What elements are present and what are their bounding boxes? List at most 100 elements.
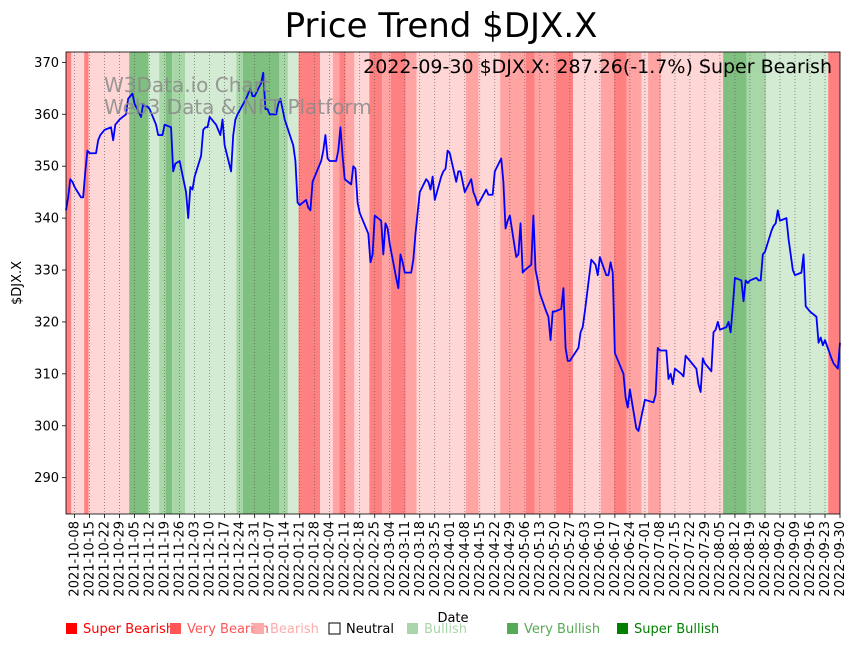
legend-swatch — [407, 623, 418, 634]
regime-band-super-bullish — [165, 52, 173, 514]
legend-swatch — [617, 623, 628, 634]
watermark-line-2: Web3 Data & NFT Platform — [104, 95, 372, 119]
regime-band-bullish — [287, 52, 299, 514]
plot-frame — [65, 51, 841, 515]
x-tick-label: 2021-12-17 — [218, 521, 233, 597]
x-tick-label: 2022-05-20 — [548, 521, 563, 597]
regime-band-super-bullish — [129, 52, 149, 514]
regime-band-super-bullish — [242, 52, 280, 514]
regime-band-very-bearish — [465, 52, 479, 514]
y-tick-label: 320 — [34, 315, 59, 330]
legend-item-bullish: Bullish — [407, 622, 467, 637]
x-tick-label: 2022-02-18 — [353, 521, 368, 597]
y-axis-label: $DJX.X — [10, 261, 25, 305]
legend-label: Very Bearish — [187, 622, 269, 637]
regime-band-very-bearish — [500, 52, 526, 514]
legend: Super Bearish Very Bearish Bearish Neutral B… — [66, 622, 719, 637]
legend-label: Very Bullish — [524, 622, 600, 637]
regime-band-bullish — [766, 52, 829, 514]
price-line — [65, 71, 841, 432]
regime-band-super-bearish — [84, 52, 89, 514]
x-tick-label: 2021-10-15 — [83, 521, 98, 597]
legend-label: Super Bullish — [634, 622, 719, 637]
x-tick-label: 2022-04-29 — [503, 521, 518, 597]
y-tick-label: 360 — [34, 108, 59, 123]
regime-band-super-bearish — [369, 52, 383, 514]
x-tick-label: 2022-04-15 — [473, 521, 488, 597]
x-tick-label: 2021-12-10 — [203, 521, 218, 597]
x-tick-label: 2022-07-15 — [668, 521, 683, 597]
x-tick-label: 2022-08-19 — [743, 521, 758, 597]
regime-band-super-bearish — [555, 52, 574, 514]
x-tick-label: 2022-06-10 — [593, 521, 608, 597]
y-tick-label: 290 — [34, 471, 59, 486]
regime-band-bearish — [71, 52, 85, 514]
legend-item-super-bullish: Super Bullish — [617, 622, 719, 637]
x-tick-label: 2022-09-23 — [818, 521, 833, 597]
y-axis: 290 300 310 320 330 340 350 360 370 — [34, 56, 66, 486]
x-tick-label: 2021-10-08 — [68, 521, 83, 597]
x-tick-label: 2022-01-14 — [278, 521, 293, 597]
regime-band-very-bearish — [345, 52, 355, 514]
legend-swatch — [170, 623, 181, 634]
x-tick-label: 2022-03-11 — [398, 521, 413, 597]
regime-band-bullish — [148, 52, 160, 514]
regime-band-bearish — [416, 52, 466, 514]
x-tick-label: 2022-09-16 — [803, 521, 818, 597]
regime-band-bullish — [184, 52, 237, 514]
legend-swatch — [507, 623, 518, 634]
regime-band-very-bearish — [600, 52, 614, 514]
x-tick-label: 2022-01-07 — [263, 521, 278, 597]
legend-label: Bullish — [424, 622, 467, 637]
x-tick-label: 2022-03-25 — [428, 521, 443, 597]
x-tick-label: 2022-06-03 — [578, 521, 593, 597]
regime-band-very-bearish — [534, 52, 556, 514]
legend-item-neutral: Neutral — [328, 622, 394, 637]
regime-band-bearish — [478, 52, 501, 514]
x-tick-label: 2021-11-05 — [128, 521, 143, 597]
x-tick-label: 2022-06-24 — [623, 521, 638, 597]
x-tick-label: 2022-04-08 — [458, 521, 473, 597]
x-tick-label: 2022-07-08 — [653, 521, 668, 597]
x-tick-label: 2022-06-17 — [608, 521, 623, 597]
watermark-line-1: W3Data.io Chart — [104, 73, 270, 97]
y-tick-label: 310 — [34, 367, 59, 382]
x-tick-label: 2022-07-22 — [683, 521, 698, 597]
x-tick-label: 2021-11-12 — [143, 521, 158, 597]
regime-band-super-bearish — [525, 52, 535, 514]
x-tick-label: 2022-07-29 — [698, 521, 713, 597]
legend-item-very-bullish: Very Bullish — [507, 622, 600, 637]
y-tick-label: 300 — [34, 419, 59, 434]
legend-swatch — [328, 622, 341, 635]
legend-label: Neutral — [346, 622, 394, 637]
x-tick-label: 2022-08-12 — [728, 521, 743, 597]
regime-band-very-bearish — [332, 52, 340, 514]
regime-band-bearish — [678, 52, 724, 514]
regime-band-bearish — [88, 52, 130, 514]
vertical-gridlines — [74, 52, 841, 514]
y-tick-label: 350 — [34, 160, 59, 175]
regime-band-very-bearish — [382, 52, 391, 514]
y-tick-label: 370 — [34, 56, 59, 71]
x-tick-label: 2022-08-26 — [758, 521, 773, 597]
x-tick-label: 2022-05-27 — [563, 521, 578, 597]
x-tick-label: 2021-11-19 — [158, 521, 173, 597]
x-tick-label: 2022-02-11 — [338, 521, 353, 597]
chart-title: Price Trend $DJX.X — [285, 6, 598, 46]
x-tick-label: 2022-05-06 — [518, 521, 533, 597]
regime-band-bearish — [320, 52, 333, 514]
x-tick-label: 2022-03-18 — [413, 521, 428, 597]
x-tick-label: 2022-02-25 — [368, 521, 383, 597]
legend-item-bearish: Bearish — [253, 622, 319, 637]
x-tick-label: 2022-05-13 — [533, 521, 548, 597]
x-tick-label: 2021-10-22 — [98, 521, 113, 597]
regime-band-bearish — [573, 52, 601, 514]
x-axis-label: Date — [437, 611, 468, 626]
x-tick-label: 2022-09-02 — [773, 521, 788, 597]
legend-swatch — [253, 623, 264, 634]
regime-band-very-bullish — [746, 52, 767, 514]
regime-band-super-bearish — [828, 52, 840, 514]
x-tick-label: 2022-04-22 — [488, 521, 503, 597]
legend-item-super-bearish: Super Bearish — [66, 622, 174, 637]
